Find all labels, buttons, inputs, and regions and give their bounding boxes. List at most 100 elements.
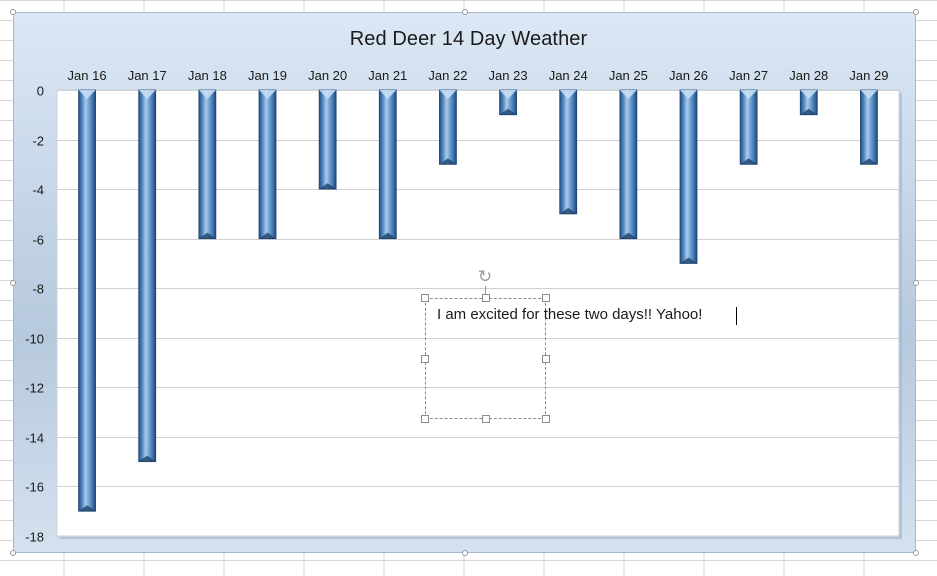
bar-bevel-top [138,90,156,99]
bar[interactable] [258,89,277,240]
bar-bevel-bottom [259,232,276,239]
x-tick-label: Jan 17 [128,68,167,83]
textbox-resize-handle[interactable] [421,354,429,363]
textbox-resize-handle[interactable] [542,294,550,302]
x-tick-label: Jan 22 [428,68,467,83]
bar-bevel-top [379,90,397,99]
bar-bevel-bottom [138,455,156,462]
x-tick-label: Jan 25 [609,68,648,83]
bar-bevel-top [619,90,637,99]
bar-body [559,89,578,215]
bar-bevel-bottom [559,207,577,214]
bar-bevel-top [680,90,697,99]
bar-bevel-top [559,90,577,99]
bar-bevel-bottom [198,232,216,239]
rotate-handle-icon[interactable]: ↻ [477,267,493,287]
bar-bevel-top [78,90,96,99]
textbox-resize-handle[interactable] [481,294,490,302]
bar[interactable] [619,89,638,240]
x-tick-label: Jan 29 [849,68,888,83]
bar-body [318,89,337,190]
bar-bevel-top [860,90,878,99]
bar-bevel-bottom [740,158,758,165]
bar-body [78,89,96,512]
bar-body [198,89,217,240]
bar-bevel-bottom [680,257,697,264]
y-tick-label: -14 [25,431,44,446]
y-tick-label: -18 [25,530,44,545]
x-tick-label: Jan 24 [549,68,588,83]
bar-bevel-bottom [619,232,637,239]
bar-body [860,89,878,165]
bar-body [439,89,457,165]
y-tick-label: -6 [32,233,44,248]
chart-resize-handle[interactable] [913,9,919,15]
x-tick-label: Jan 18 [188,68,227,83]
textbox-resize-handle[interactable] [421,294,429,302]
textbox-resize-handle[interactable] [542,415,550,423]
x-tick-label: Jan 21 [368,68,407,83]
bar[interactable] [860,89,878,165]
bar-bevel-top [439,90,457,99]
bar[interactable] [799,89,818,116]
bar[interactable] [78,89,96,512]
x-tick-label: Jan 28 [789,68,828,83]
textbox-resize-handle[interactable] [542,354,550,363]
bar-body [378,89,397,240]
bar-bevel-top [319,90,337,99]
y-tick-label: -16 [25,480,44,495]
chart-resize-handle[interactable] [10,279,16,286]
chart-resize-handle[interactable] [10,550,16,556]
bar[interactable] [499,89,517,116]
x-tick-label: Jan 26 [669,68,708,83]
y-tick-label: 0 [37,84,44,99]
bar-body [138,89,157,463]
bar-bevel-top [800,90,818,99]
bar-body [739,89,758,165]
bar-bevel-bottom [319,183,337,190]
chart-resize-handle[interactable] [461,550,468,556]
bar-bevel-top [499,90,517,99]
bar-bevel-bottom [800,108,818,115]
bar[interactable] [679,89,698,264]
bar-bevel-bottom [379,232,397,239]
chart-title: Red Deer 14 Day Weather [349,28,588,50]
bar[interactable] [378,89,397,240]
textbox-resize-handle[interactable] [421,415,429,423]
x-tick-label: Jan 20 [308,68,347,83]
bar-body [619,89,638,240]
bar[interactable] [198,89,217,240]
bar[interactable] [138,89,157,463]
bar-body [679,89,698,264]
y-tick-label: -10 [25,332,44,347]
plot-background [56,89,900,537]
bar[interactable] [559,89,578,215]
bar-bevel-bottom [439,158,457,165]
bar-bevel-bottom [78,505,96,512]
y-tick-label: -8 [32,282,44,297]
x-tick-label: Jan 27 [729,68,768,83]
annotation-text[interactable]: I am excited for these two days!! Yahoo! [437,306,703,323]
bar-bevel-bottom [860,158,878,165]
chart-resize-handle[interactable] [461,9,468,15]
chart-resize-handle[interactable] [913,550,919,556]
bar[interactable] [318,89,337,190]
bar-bevel-bottom [499,108,517,115]
bar[interactable] [739,89,758,165]
bar[interactable] [439,89,457,165]
bar-bevel-top [259,90,276,99]
rotate-handle-stem [485,286,486,295]
x-tick-label: Jan 16 [68,68,107,83]
y-tick-label: -2 [32,134,44,149]
annotation-textbox[interactable] [421,294,550,423]
chart-resize-handle[interactable] [10,9,16,15]
chart-resize-handle[interactable] [913,279,919,286]
text-cursor [736,307,737,325]
y-tick-label: -4 [32,183,44,198]
x-tick-label: Jan 23 [489,68,528,83]
textbox-resize-handle[interactable] [481,415,490,423]
bar-body [258,89,277,240]
x-tick-label: Jan 19 [248,68,287,83]
bar-bevel-top [198,90,216,99]
